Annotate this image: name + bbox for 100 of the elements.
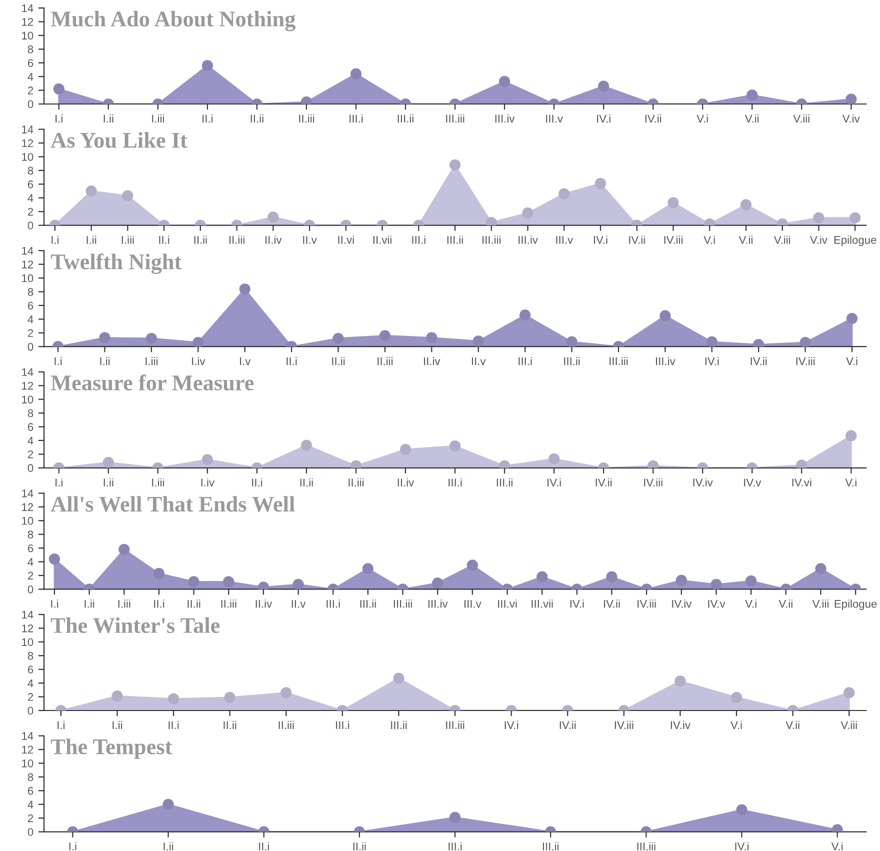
chart-title: Measure for Measure <box>50 374 254 390</box>
x-tick-label: IV.iii <box>638 600 656 608</box>
x-tick-label: III.i <box>448 478 462 486</box>
y-tick-label: 6 <box>28 666 34 674</box>
x-tick-label: IV.ii <box>750 357 767 366</box>
y-tick-label: 10 <box>22 152 34 161</box>
x-tick-label: V.iii <box>793 114 810 122</box>
x-tick-label: III.ii <box>496 478 512 486</box>
y-tick-label: 10 <box>22 32 34 40</box>
y-tick-label: 4 <box>28 316 34 324</box>
point <box>472 336 484 347</box>
x-tick-label: III.v <box>464 600 482 608</box>
x-tick-label: I.iii <box>122 236 134 244</box>
x-tick-label: IV.v <box>708 600 726 608</box>
y-tick-label: 8 <box>28 773 34 782</box>
x-tick-label: I.iv <box>201 478 214 486</box>
x-tick-label: III.vi <box>498 600 517 608</box>
x-tick-label: I.i <box>58 720 64 729</box>
point <box>706 336 718 347</box>
x-tick-label: IV.iv <box>693 478 713 486</box>
point <box>846 312 858 324</box>
x-tick-label: II.v <box>303 236 317 244</box>
x-tick-label: II.i <box>168 720 179 729</box>
x-tick-label: II.iii <box>299 114 314 122</box>
x-tick-label: II.iv <box>398 478 414 486</box>
x-tick-label: IV.i <box>597 114 610 122</box>
y-tick-label: 0 <box>28 464 34 472</box>
x-tick-label: I.v <box>240 357 251 366</box>
x-tick-label: I.iii <box>146 357 158 366</box>
x-tick-label: I.i <box>56 478 62 486</box>
x-tick-label: II.iii <box>229 236 244 244</box>
y-tick-label: 12 <box>22 260 34 268</box>
x-tick-label: IV.ii <box>629 236 645 244</box>
x-tick-label: II.iii <box>221 600 236 608</box>
y-tick-label: 8 <box>28 409 34 418</box>
x-tick-label: II.ii <box>250 114 264 122</box>
x-tick-label: I.ii <box>104 114 114 122</box>
point <box>800 336 811 347</box>
y-tick-label: 2 <box>28 814 34 822</box>
x-tick-label: V.iii <box>812 600 828 608</box>
x-tick-label: II.v <box>292 600 306 608</box>
y-tick-label: 14 <box>22 732 34 740</box>
y-tick-label: 10 <box>22 274 34 282</box>
y-tick-label: 14 <box>22 126 34 134</box>
x-tick-label: I.i <box>51 600 58 608</box>
x-tick-label: III.i <box>448 842 462 850</box>
x-tick-label: II.ii <box>300 478 313 486</box>
point <box>566 336 578 347</box>
x-tick-label: III.iii <box>637 842 656 850</box>
y-tick-label: 2 <box>28 572 34 580</box>
x-tick-label: V.i <box>831 842 843 850</box>
y-tick-label: 12 <box>22 503 34 511</box>
x-tick-label: II.iii <box>378 357 393 366</box>
x-tick-label: V.iv <box>842 114 860 122</box>
x-tick-label: I.iii <box>152 114 164 122</box>
y-tick-label: 14 <box>22 610 34 619</box>
chart-title: All's Well That Ends Well <box>50 496 295 512</box>
x-tick-label: I.ii <box>164 842 174 850</box>
x-tick-label: IV.ii <box>596 478 612 486</box>
x-tick-label: V.ii <box>744 114 759 122</box>
chart-title: Much Ado About Nothing <box>50 10 296 32</box>
x-tick-label: III.ii <box>391 720 407 729</box>
y-tick-label: 8 <box>28 166 34 175</box>
x-tick-label: IV.i <box>594 236 608 244</box>
x-tick-label: III.i <box>336 720 350 729</box>
x-tick-label: I.ii <box>100 357 110 366</box>
x-tick-label: IV.iii <box>664 236 682 244</box>
x-tick-label: III.iv <box>495 114 515 122</box>
y-tick-label: 10 <box>22 638 34 646</box>
x-tick-label: III.ii <box>447 236 463 244</box>
y-tick-label: 4 <box>28 194 34 202</box>
y-tick-label: 10 <box>22 759 34 768</box>
x-tick-label: II.ii <box>194 236 207 244</box>
y-tick-label: 6 <box>28 180 34 188</box>
x-tick-label: III.iii <box>394 600 412 608</box>
y-tick-label: 14 <box>22 246 34 255</box>
x-tick-label: V.ii <box>738 236 752 244</box>
x-tick-label: IV.vi <box>792 478 812 486</box>
x-tick-label: III.iv <box>656 357 676 366</box>
y-tick-label: 2 <box>28 329 34 337</box>
x-tick-label: II.i <box>159 236 170 244</box>
point <box>520 310 531 321</box>
x-tick-label: V.iii <box>840 720 857 729</box>
y-tick-label: 12 <box>22 624 34 632</box>
y-tick-label: 4 <box>28 436 34 444</box>
point <box>379 330 390 342</box>
x-tick-label: I.i <box>54 357 62 366</box>
x-tick-label: V.ii <box>778 600 792 608</box>
x-tick-label: V.iii <box>774 236 790 244</box>
y-tick-label: 0 <box>28 100 34 108</box>
y-tick-label: 2 <box>28 86 34 94</box>
x-tick-label: III.iii <box>610 357 628 366</box>
y-tick-label: 14 <box>22 490 34 498</box>
x-tick-label: II.ii <box>332 357 345 366</box>
x-tick-label: II.i <box>154 600 164 608</box>
x-tick-label: IV.i <box>548 478 561 486</box>
x-tick-label: IV.iii <box>644 478 662 486</box>
y-tick-label: 12 <box>22 18 34 26</box>
x-tick-label: Epilogue <box>834 600 877 610</box>
x-tick-label: II.v <box>472 357 486 366</box>
